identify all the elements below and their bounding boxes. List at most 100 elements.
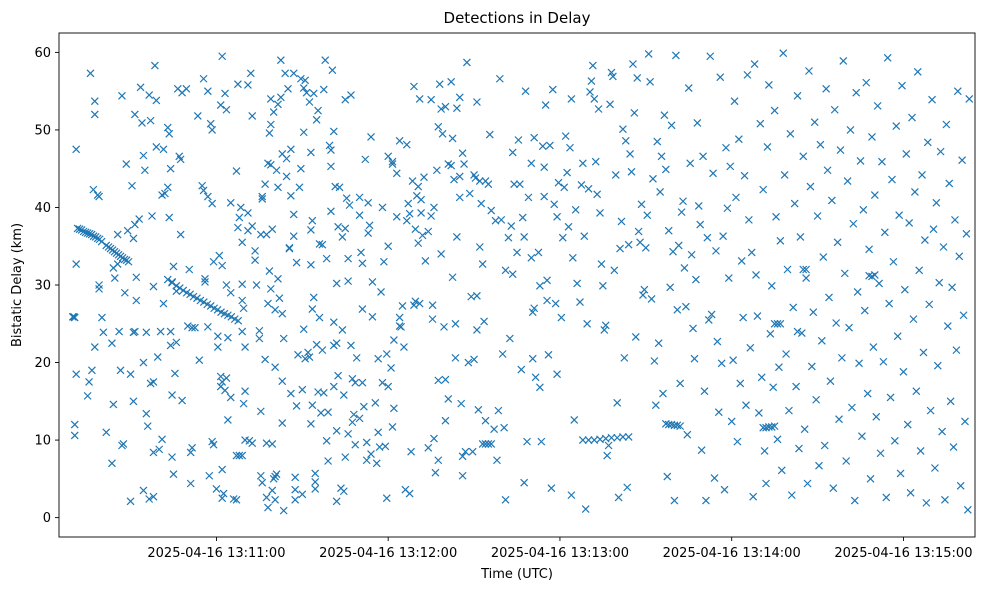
data-point [108,459,116,468]
data-point [341,95,350,104]
data-point [327,162,335,171]
data-point [248,222,257,230]
data-point [83,229,92,237]
data-point [936,147,945,156]
data-point [165,213,174,222]
data-point [139,486,148,495]
data-point [374,354,383,363]
y-tick-label: 0 [43,511,51,526]
data-point [868,132,876,141]
data-point [355,414,364,423]
data-point [836,146,845,155]
data-point [282,154,291,163]
data-point [659,389,667,398]
data-point [286,389,295,398]
data-point [115,327,124,336]
data-point [550,200,559,209]
data-point [584,436,593,445]
data-point [93,234,102,243]
data-point [218,261,227,270]
data-point [712,246,720,255]
data-point [900,285,909,294]
data-point [160,189,169,198]
data-point [246,69,255,78]
data-point [274,100,282,109]
y-tick-label: 20 [34,356,51,371]
data-point [671,51,680,60]
data-point [677,208,686,217]
data-point [886,393,895,402]
data-point [309,293,318,302]
data-point [591,157,600,166]
data-point [530,304,539,313]
data-point [407,447,416,456]
data-point [235,213,244,222]
data-point [218,52,227,61]
data-point [424,227,433,236]
data-point [767,422,776,431]
data-point [909,315,918,324]
data-point [165,129,174,138]
data-point [344,254,353,263]
data-point [495,74,504,83]
data-point [925,300,934,309]
data-point [367,132,375,141]
data-point [452,104,461,113]
data-point [669,247,677,256]
data-point [166,164,175,173]
data-point [535,383,544,392]
data-point [384,382,393,391]
data-point [85,377,93,386]
data-point [251,246,260,255]
data-point [186,290,195,299]
data-point [961,417,969,426]
data-point [324,457,332,465]
data-point [359,402,368,411]
data-point [641,243,650,252]
data-point [223,415,232,424]
data-point [374,428,383,437]
data-point [733,437,742,446]
data-point [567,491,576,500]
data-point [95,192,103,201]
data-point [941,495,949,504]
data-point [657,152,666,161]
data-point [400,343,408,351]
data-point [238,296,247,305]
data-point [405,209,414,218]
data-point [274,183,282,192]
data-point [421,257,430,265]
data-point [325,141,334,150]
data-point [371,398,380,407]
data-point [481,416,490,425]
data-point [770,106,779,115]
data-point [531,373,540,382]
data-point [598,281,607,290]
data-point [827,196,836,205]
data-point [646,77,655,86]
data-point [534,248,543,257]
data-point [932,198,941,207]
data-point [915,266,924,275]
data-point [802,274,811,282]
data-point [929,225,938,234]
data-point [896,469,905,478]
data-point [717,359,726,368]
data-point [789,303,798,312]
data-point [362,438,371,447]
data-point [528,354,537,363]
x-tick-label: 2025-04-16 13:13:00 [491,546,629,561]
data-point [83,391,92,400]
data-point [120,255,129,264]
data-point [796,233,805,241]
y-axis-ticks: 0 10 20 30 40 50 60 [34,46,59,526]
data-point [756,119,765,128]
data-point [623,483,632,492]
data-point [795,444,803,453]
data-point [315,239,324,248]
data-point [670,496,679,505]
data-point [587,77,596,85]
data-point [183,322,192,331]
data-point [713,337,722,346]
data-point [747,248,756,257]
